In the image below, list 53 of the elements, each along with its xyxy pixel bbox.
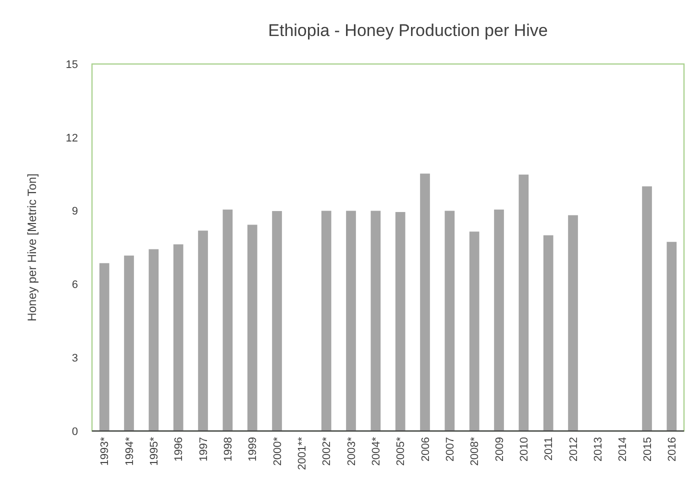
bar bbox=[247, 224, 258, 431]
bar bbox=[321, 210, 332, 431]
x-tick-label: 1997 bbox=[198, 437, 210, 462]
x-tick-label: 2001** bbox=[296, 436, 309, 470]
x-tick-label: 1993* bbox=[99, 436, 112, 466]
bar bbox=[99, 263, 110, 431]
x-tick-label: 2011 bbox=[543, 437, 556, 461]
x-tick-label: 2010 bbox=[518, 437, 531, 462]
x-tick-label: 1995* bbox=[148, 436, 161, 466]
y-axis-title: Honey per Hive [Metric Ton] bbox=[25, 174, 39, 322]
x-tick-label: 2013 bbox=[592, 437, 605, 462]
bar bbox=[642, 186, 652, 431]
x-tick-label: 2008* bbox=[469, 436, 482, 466]
x-tick-label: 2003* bbox=[346, 436, 358, 466]
y-tick-label: 9 bbox=[72, 206, 78, 218]
x-tick-label: 2014 bbox=[617, 437, 630, 462]
bar bbox=[666, 242, 677, 431]
bar bbox=[222, 210, 233, 431]
bar bbox=[568, 215, 578, 431]
x-tick-label: 2006 bbox=[420, 437, 432, 462]
x-tick-label: 2002* bbox=[321, 436, 334, 466]
y-tick-label: 15 bbox=[66, 58, 78, 71]
bar bbox=[469, 232, 480, 431]
x-tick-label: 2015 bbox=[642, 437, 654, 462]
bar bbox=[346, 210, 356, 431]
x-tick-label: 1999 bbox=[247, 437, 260, 462]
bar bbox=[543, 235, 554, 431]
bar bbox=[198, 230, 208, 431]
x-tick-label: 1994* bbox=[124, 436, 136, 466]
x-tick-label: 2012 bbox=[568, 437, 580, 462]
y-tick-label: 0 bbox=[72, 426, 78, 438]
y-tick-label: 12 bbox=[66, 132, 78, 144]
x-tick-label: 1998 bbox=[222, 437, 235, 462]
bar bbox=[395, 212, 406, 431]
x-tick-label: 2004* bbox=[370, 436, 383, 466]
bar bbox=[494, 210, 504, 431]
bar bbox=[148, 249, 159, 431]
x-tick-label: 1996 bbox=[173, 437, 186, 462]
x-tick-label: 2009 bbox=[494, 437, 506, 462]
y-tick-label: 6 bbox=[72, 279, 78, 292]
x-tick-label: 2016 bbox=[666, 437, 679, 462]
bar bbox=[518, 174, 529, 431]
bar bbox=[444, 210, 455, 431]
bar bbox=[420, 174, 430, 431]
bar bbox=[370, 210, 381, 431]
bar bbox=[173, 244, 184, 431]
chart-title: Ethiopia - Honey Production per Hive bbox=[268, 21, 548, 40]
bar bbox=[272, 211, 282, 431]
x-tick-label: 2007 bbox=[444, 437, 457, 462]
x-tick-label: 2000* bbox=[272, 436, 284, 466]
bar bbox=[124, 256, 134, 431]
x-tick-label: 2005* bbox=[395, 436, 408, 466]
y-tick-label: 3 bbox=[72, 352, 78, 364]
